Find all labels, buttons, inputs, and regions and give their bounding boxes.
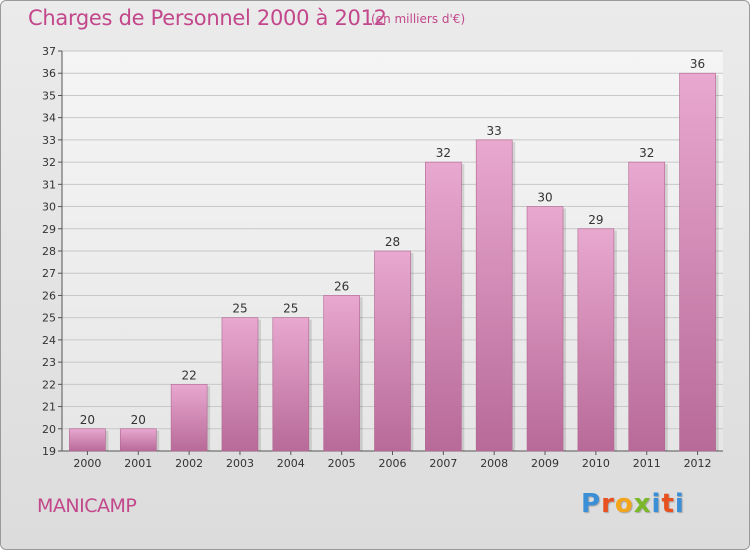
x-tick-label: 2002: [175, 457, 203, 470]
data-label: 20: [131, 413, 146, 427]
bar: [425, 161, 462, 452]
data-label: 36: [690, 57, 705, 71]
x-tick-label: 2001: [124, 457, 152, 470]
bar: [475, 139, 513, 452]
y-tick-label: 29: [42, 223, 56, 236]
y-tick-label: 34: [42, 112, 56, 125]
y-tick-label: 28: [42, 245, 56, 258]
y-tick-label: 22: [42, 378, 56, 391]
x-tick-label: 2012: [684, 457, 712, 470]
logo-letter: i: [651, 489, 662, 519]
bars: [69, 72, 719, 452]
y-tick-label: 24: [42, 334, 56, 347]
bar: [272, 317, 310, 452]
bar: [679, 72, 716, 452]
logo-letter: t: [661, 489, 675, 519]
y-tick-label: 36: [42, 67, 56, 80]
data-label: 20: [80, 413, 95, 427]
y-tick-label: 26: [42, 289, 56, 302]
data-label: 33: [487, 124, 502, 138]
y-tick-label: 21: [42, 401, 56, 414]
data-label: 25: [232, 302, 247, 316]
y-tick-label: 31: [42, 178, 56, 191]
chart-subtitle: (en milliers d'€): [371, 12, 466, 26]
logo-letter: P: [581, 489, 602, 519]
data-label: 25: [283, 302, 298, 316]
bar: [577, 228, 615, 452]
proxiti-logo[interactable]: Proxiti: [581, 489, 685, 519]
data-label: 32: [436, 146, 451, 160]
bar: [170, 384, 208, 452]
logo-letter: r: [601, 489, 615, 519]
bar: [323, 295, 360, 452]
y-tick-label: 23: [42, 356, 56, 369]
logo-letter: x: [633, 489, 652, 519]
x-tick-label: 2003: [226, 457, 254, 470]
bar: [221, 317, 259, 452]
x-tick-label: 2007: [429, 457, 457, 470]
x-tick-label: 2010: [582, 457, 610, 470]
data-label: 29: [588, 213, 603, 227]
x-tick-label: 2006: [379, 457, 407, 470]
x-tick-label: 2000: [73, 457, 101, 470]
data-label: 30: [537, 191, 552, 205]
y-tick-label: 37: [42, 45, 56, 58]
y-tick-label: 27: [42, 267, 56, 280]
x-tick-label: 2011: [633, 457, 661, 470]
bar: [628, 161, 666, 452]
data-label: 32: [639, 146, 654, 160]
labels: 19 20 21 22 23 24 25 26 27 28 29 30 31 32 33 34 35 36 37 20…: [42, 45, 712, 470]
chart-title: Charges de Personnel 2000 à 2012: [28, 6, 387, 30]
logo-letter: o: [614, 489, 634, 519]
x-tick-label: 2005: [328, 457, 356, 470]
y-tick-label: 33: [42, 134, 56, 147]
x-tick-label: 2008: [480, 457, 508, 470]
y-tick-label: 32: [42, 156, 56, 169]
bar: [69, 428, 106, 452]
y-tick-label: 19: [42, 445, 56, 458]
data-label: 26: [334, 279, 349, 293]
y-tick-label: 20: [42, 423, 56, 436]
x-tick-label: 2004: [277, 457, 305, 470]
bar: [526, 206, 564, 452]
bar: [374, 250, 411, 452]
y-tick-label: 35: [42, 89, 56, 102]
data-label: 28: [385, 235, 400, 249]
y-tick-label: 25: [42, 312, 56, 325]
bar: [119, 428, 157, 452]
logo-letter: i: [674, 489, 685, 519]
x-tick-label: 2009: [531, 457, 559, 470]
data-label: 22: [181, 368, 196, 382]
y-tick-label: 30: [42, 201, 56, 214]
commune-name: MANICAMP: [37, 495, 137, 517]
